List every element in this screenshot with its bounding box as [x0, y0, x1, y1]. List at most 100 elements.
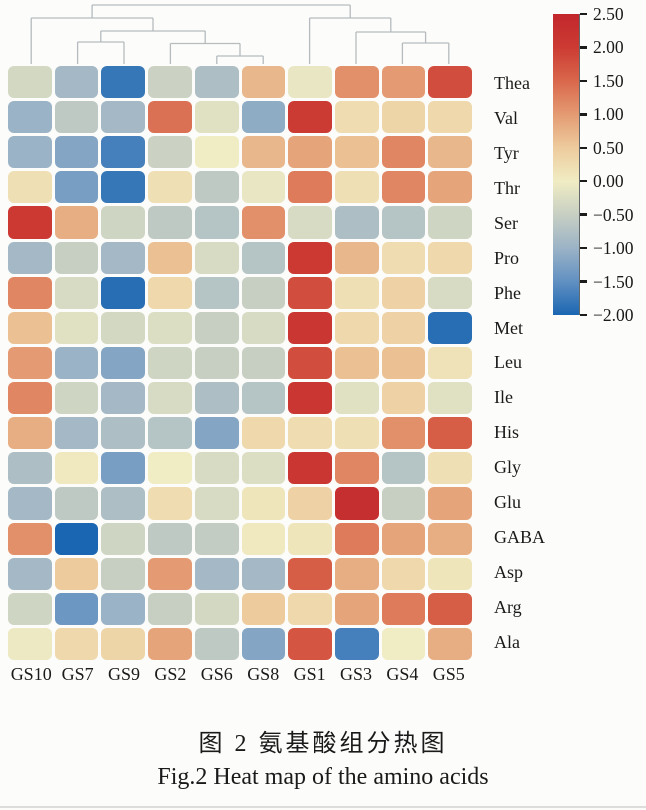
heatmap-cell — [8, 171, 52, 204]
heatmap-cell — [54, 382, 99, 415]
heatmap-cell — [241, 382, 286, 415]
heatmap-cell — [241, 171, 286, 204]
heatmap-cell — [334, 627, 379, 660]
colorbar-tick-label: 2.50 — [593, 4, 624, 24]
heatmap-cell — [381, 311, 426, 344]
heatmap-cell — [241, 66, 286, 99]
heatmap-cell — [288, 522, 332, 555]
heatmap-cell — [241, 452, 286, 485]
colorbar-tick — [580, 246, 587, 250]
heatmap-cell — [334, 171, 379, 204]
heatmap-cell — [8, 311, 52, 344]
heatmap-cell — [241, 417, 286, 450]
heatmap-cell — [101, 206, 146, 239]
row-label: Met — [494, 317, 523, 338]
heatmap-cell — [101, 592, 146, 625]
heatmap-cell — [334, 487, 379, 520]
heatmap-cell — [148, 206, 192, 239]
colorbar-tick — [580, 113, 587, 116]
heatmap-cell — [101, 557, 146, 590]
heatmap-cell — [194, 627, 239, 660]
heatmap-cell — [334, 417, 379, 450]
heatmap-cell — [428, 276, 472, 309]
heatmap-cell — [54, 522, 99, 555]
heatmap-cell — [428, 592, 472, 625]
row-label: GABA — [494, 527, 546, 548]
row-label: His — [494, 422, 520, 443]
heatmap-cell — [428, 136, 472, 169]
row-label: Asp — [494, 562, 524, 583]
heatmap-cell — [334, 346, 379, 380]
heatmap-cell — [241, 557, 286, 590]
heatmap-cell — [381, 382, 426, 415]
heatmap-cell — [428, 241, 472, 274]
heatmap-cell — [288, 417, 332, 450]
heatmap-cell — [194, 311, 239, 344]
heatmap-cell — [54, 627, 99, 660]
heatmap-cell — [8, 136, 52, 169]
heatmap-cell — [241, 101, 286, 134]
heatmap-cell — [54, 171, 99, 204]
heatmap-cell — [334, 241, 379, 274]
colorbar: 2.50 2.00 1.50 1.00 0.50 0.00 −0.50 −1.00 −1.50 −… — [553, 5, 634, 324]
heatmap-cell — [428, 557, 472, 590]
heatmap-cell — [428, 66, 472, 99]
heatmap-cell — [428, 487, 472, 520]
heatmap-cell — [334, 311, 379, 344]
row-label: Val — [494, 107, 518, 128]
heatmap-cell — [54, 136, 99, 169]
heatmap-cell — [428, 627, 472, 660]
heatmap-cell — [148, 452, 192, 485]
row-label: Phe — [494, 282, 521, 303]
heatmap-cell — [334, 276, 379, 309]
heatmap-cell — [428, 206, 472, 239]
heatmap-cell — [381, 627, 426, 660]
heatmap-cell — [194, 452, 239, 485]
column-labels: GS10 GS7 GS9 GS2 GS6 GS8 GS1 GS3 GS4 GS5 — [8, 664, 472, 685]
heatmap-cell — [8, 382, 52, 415]
column-label: GS10 — [10, 664, 52, 684]
heatmap-cell — [428, 346, 472, 380]
row-label: Thr — [494, 177, 520, 198]
heatmap-cell — [428, 452, 472, 485]
heatmap-cell — [148, 382, 192, 415]
heatmap-cell — [54, 452, 99, 485]
page-divider — [0, 806, 646, 808]
heatmap-cell — [148, 557, 192, 590]
column-label: GS1 — [293, 664, 326, 684]
column-label: GS3 — [339, 664, 372, 684]
colorbar-tick-label: −1.50 — [593, 271, 634, 292]
heatmap-cell — [101, 346, 146, 380]
column-label: GS5 — [432, 664, 465, 684]
row-label: Gly — [494, 457, 521, 478]
heatmap-cell — [101, 452, 146, 485]
column-label: GS9 — [107, 664, 140, 684]
heatmap-cell — [148, 417, 192, 450]
colorbar-tick — [580, 46, 587, 49]
heatmap-cell — [148, 346, 192, 380]
heatmap-cell — [8, 522, 52, 555]
heatmap-cell — [8, 592, 52, 625]
heatmap-cell — [54, 241, 99, 274]
heatmap-cell — [194, 592, 239, 625]
caption-chinese: 图 2 氨基酸组分热图 — [198, 731, 448, 757]
heatmap-cell — [148, 171, 192, 204]
heatmap-cell — [288, 346, 332, 380]
heatmap-cell — [148, 66, 192, 99]
heatmap-cell — [194, 346, 239, 380]
heatmap-cell — [54, 276, 99, 309]
heatmap-cell — [8, 276, 52, 309]
heatmap-cell — [334, 522, 379, 555]
heatmap-cell — [241, 627, 286, 660]
colorbar-tick-label: 0.00 — [593, 171, 624, 192]
heatmap-grid — [8, 66, 472, 660]
heatmap-cell — [54, 101, 99, 134]
heatmap-cell — [148, 136, 192, 169]
heatmap-cell — [288, 101, 332, 134]
heatmap-cell — [54, 346, 99, 380]
heatmap-cell — [194, 382, 239, 415]
heatmap-cell — [241, 241, 286, 274]
colorbar-tick-label: 1.00 — [593, 104, 624, 125]
heatmap-cell — [241, 311, 286, 344]
